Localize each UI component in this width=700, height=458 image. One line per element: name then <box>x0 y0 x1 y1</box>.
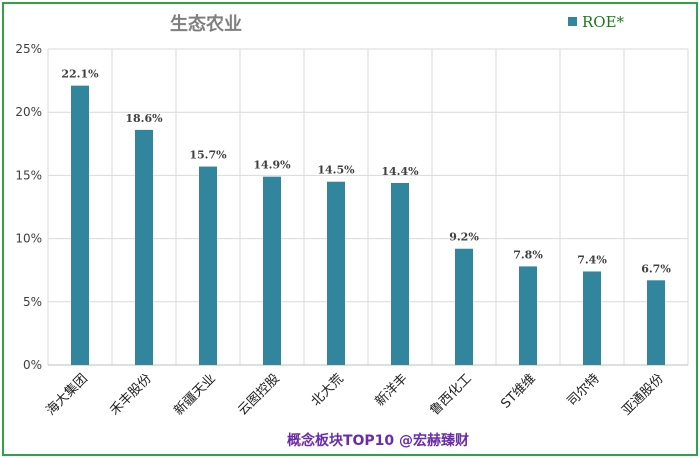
y-tick-label: 25% <box>15 42 42 56</box>
bar <box>263 176 281 365</box>
data-label: 6.7% <box>641 262 671 275</box>
y-tick-label: 20% <box>15 105 42 119</box>
bar <box>327 181 345 365</box>
x-tick-label: 海大集团 <box>43 371 91 419</box>
x-tick-label: 北大荒 <box>309 371 347 409</box>
data-label: 9.2% <box>449 231 479 244</box>
x-axis: 海大集团 禾丰股份 新疆天业 云图控股 北大荒 新洋丰 鲁西化工 ST维维 司尔特 亚通股份 <box>43 371 667 419</box>
x-tick-label: 禾丰股份 <box>107 371 154 418</box>
footer-watermark: 概念板块TOP10 @宏赫臻财 <box>287 432 469 449</box>
y-tick-label: 0% <box>23 358 42 372</box>
x-tick-label: 鲁西化工 <box>427 371 474 418</box>
legend-swatch <box>568 17 577 26</box>
x-tick-label: 云图控股 <box>235 371 282 418</box>
data-label: 7.4% <box>577 253 607 266</box>
chart-title: 生态农业 <box>170 13 242 35</box>
data-label: 22.1% <box>61 68 99 81</box>
bar <box>135 129 153 365</box>
x-tick-label: 新疆天业 <box>171 371 219 419</box>
data-label: 14.4% <box>381 165 419 178</box>
bar <box>391 182 409 365</box>
bar <box>519 266 537 365</box>
x-tick-label: 司尔特 <box>565 371 603 409</box>
data-label: 15.7% <box>189 149 227 162</box>
y-axis: 0% 5% 10% 15% 20% 25% <box>15 42 42 372</box>
x-tick-label: ST维维 <box>498 371 538 411</box>
bar <box>455 248 473 365</box>
bar <box>71 85 89 365</box>
x-tick-label: 新洋丰 <box>372 371 411 410</box>
x-tick-label: 亚通股份 <box>619 371 666 418</box>
bar <box>199 166 217 365</box>
data-label: 18.6% <box>125 112 163 125</box>
data-label: 7.8% <box>513 248 543 261</box>
y-tick-label: 10% <box>15 232 42 246</box>
y-tick-label: 5% <box>23 295 42 309</box>
y-tick-label: 15% <box>15 168 42 182</box>
grid <box>47 48 689 366</box>
legend-label: ROE* <box>582 13 625 31</box>
bar <box>647 280 665 365</box>
data-label: 14.5% <box>317 164 355 177</box>
bar <box>583 271 601 365</box>
bars: 22.1% 18.6% 15.7% 14.9% 14.5% 14.4% 9.2% 7.8% 7.… <box>61 68 671 365</box>
data-label: 14.9% <box>253 159 291 172</box>
